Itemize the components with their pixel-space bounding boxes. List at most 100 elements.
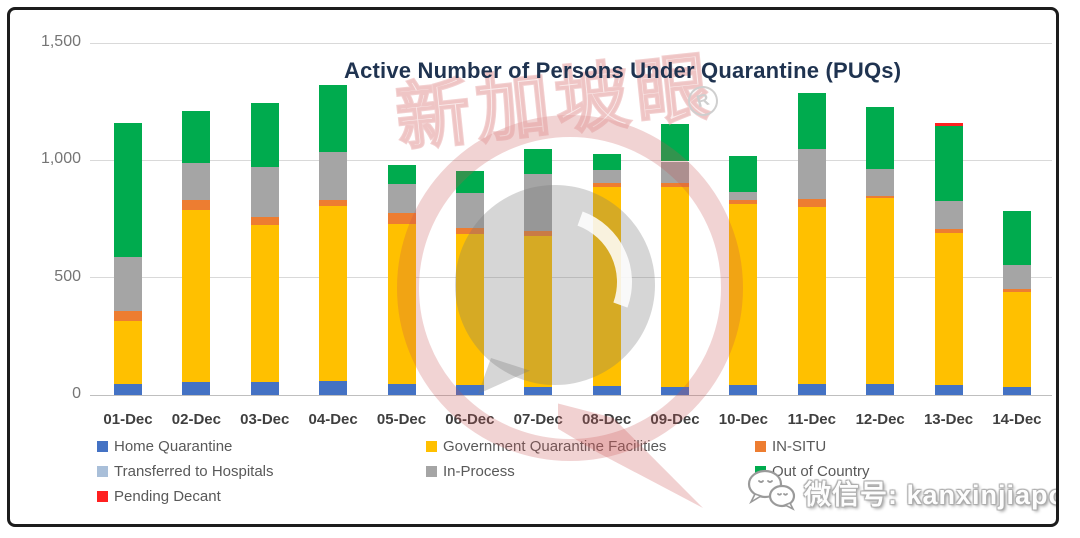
bar-segment-in-process [866,169,895,196]
legend-item-government-quarantine-facilities: Government Quarantine Facilities [426,438,666,455]
bar-segment-in-situ [319,200,348,207]
bar-segment-in-situ [524,231,553,237]
bar-segment-home-quarantine [319,380,348,395]
bar-segment-in-process [182,162,211,201]
bar-segment-out-of-country [797,93,826,149]
y-axis-label: 1,500 [40,33,81,50]
x-axis-label: 01-Dec [103,411,153,428]
bar-segment-in-process [592,170,621,184]
bar-segment-in-situ [250,216,279,225]
legend-swatch-in-process [426,466,437,477]
legend-label: Home Quarantine [114,438,233,455]
bar-segment-in-process [1002,265,1031,289]
legend-item-pending-decant: Pending Decant [97,488,221,505]
bar-segment-out-of-country [250,102,279,168]
bar-segment-home-quarantine [114,384,142,395]
bar-segment-in-situ [1002,288,1031,292]
x-axis-label: 13-Dec [923,411,974,428]
bar-segment-out-of-country [934,125,963,202]
bar-segment-government-quarantine-facilities [866,197,895,385]
bar-segment-out-of-country [1002,210,1031,266]
legend-item-in-process: In-Process [426,463,515,480]
chart-card: Active Number of Persons Under Quarantin… [7,7,1059,527]
legend-label: In-Process [443,463,515,480]
x-axis-label: 07-Dec [513,411,563,428]
x-axis-label: 08-Dec [582,411,632,428]
gridline [90,42,1052,44]
legend-item-transferred-to-hospitals: Transferred to Hospitals [97,463,274,480]
bar-segment-home-quarantine [524,387,553,395]
gridline [90,394,1052,396]
bar-segment-out-of-country [592,153,621,171]
bar-segment-government-quarantine-facilities [592,187,621,386]
plot-area: 0 500 1,000 1,500 01-Dec 02-Dec 03-Dec 04-Dec 05… [10,10,1056,524]
x-axis-label: 02-Dec [171,411,221,428]
x-axis-label: 14-Dec [992,411,1042,428]
bar-segment-in-situ [455,227,484,235]
x-axis-label: 11-Dec [787,411,836,428]
bar-segment-in-situ [387,213,416,224]
bar-segment-government-quarantine-facilities [797,206,826,384]
legend-label: IN-SITU [772,438,827,455]
legend-swatch-transferred-to-hospitals [97,466,108,477]
legend-label: Transferred to Hospitals [114,463,274,480]
x-axis-label: 12-Dec [855,411,905,428]
legend-swatch-in-situ [755,441,766,452]
bar-segment-government-quarantine-facilities [661,186,690,387]
legend-item-in-situ: IN-SITU [755,438,826,455]
legend-swatch-government-quarantine-facilities [426,441,437,452]
bar-segment-out-of-country [114,122,142,257]
x-axis-label: 04-Dec [308,411,358,428]
bar-segment-in-situ [661,183,690,187]
bar-segment-in-process [319,152,348,201]
wechat-label: 微信号: kanxinjiapo [804,480,1059,510]
bar-segment-home-quarantine [455,385,484,395]
bar-segment-out-of-country [661,123,690,162]
bar-segment-in-process [387,183,416,214]
bar-segment-government-quarantine-facilities [387,223,416,384]
bar-segment-home-quarantine [661,386,690,395]
bar-segment-home-quarantine [250,382,279,395]
chart-title: Active Number of Persons Under Quarantin… [344,58,902,83]
x-axis-label: 10-Dec [718,411,768,428]
bar-segment-government-quarantine-facilities [934,232,963,386]
bar-segment-government-quarantine-facilities [729,203,758,386]
bar-segment-home-quarantine [934,385,963,395]
bar-segment-home-quarantine [387,383,416,395]
bar-segment-in-situ [182,200,211,210]
bar-segment-out-of-country [455,170,484,194]
bar-segment-home-quarantine [797,383,826,395]
legend-swatch-pending-decant [97,491,108,502]
gridline [90,277,1052,279]
bar-segment-government-quarantine-facilities [114,321,142,385]
bar-segment-out-of-country [524,148,553,174]
bar-segment-in-process [661,161,690,184]
bar-segment-in-situ [592,183,621,188]
bar-segment-in-process [250,167,279,217]
bar-segment-out-of-country [319,85,348,153]
y-axis-label: 0 [72,385,81,402]
bar-segment-government-quarantine-facilities [1002,291,1031,387]
chart-legend: Home Quarantine Government Quarantine Fac… [10,10,1056,524]
x-axis-label: 06-Dec [445,411,495,428]
gridline [90,159,1052,161]
bar-segment-in-process [114,256,142,311]
x-axis-label: 09-Dec [650,411,700,428]
wechat-footer: 微信号: kanxinjiapo [746,468,1059,517]
bar-segment-out-of-country [866,107,895,169]
bar-segment-government-quarantine-facilities [250,224,279,383]
legend-label: Pending Decant [114,488,221,505]
y-axis-label: 500 [54,267,81,285]
legend-label: Out of Country [772,463,870,480]
bar-segment-home-quarantine [1002,386,1031,395]
bar-segment-government-quarantine-facilities [182,209,211,383]
bar-segment-home-quarantine [866,384,895,395]
bar-segment-in-situ [114,310,142,322]
bar-segment-in-situ [797,198,826,207]
x-axis-label: 03-Dec [240,411,290,428]
bar-segment-home-quarantine [592,385,621,395]
bar-segment-out-of-country [729,156,758,193]
bar-segment-in-process [729,192,758,201]
bar-segment-in-situ [934,228,963,233]
bar-segment-in-process [797,148,826,199]
